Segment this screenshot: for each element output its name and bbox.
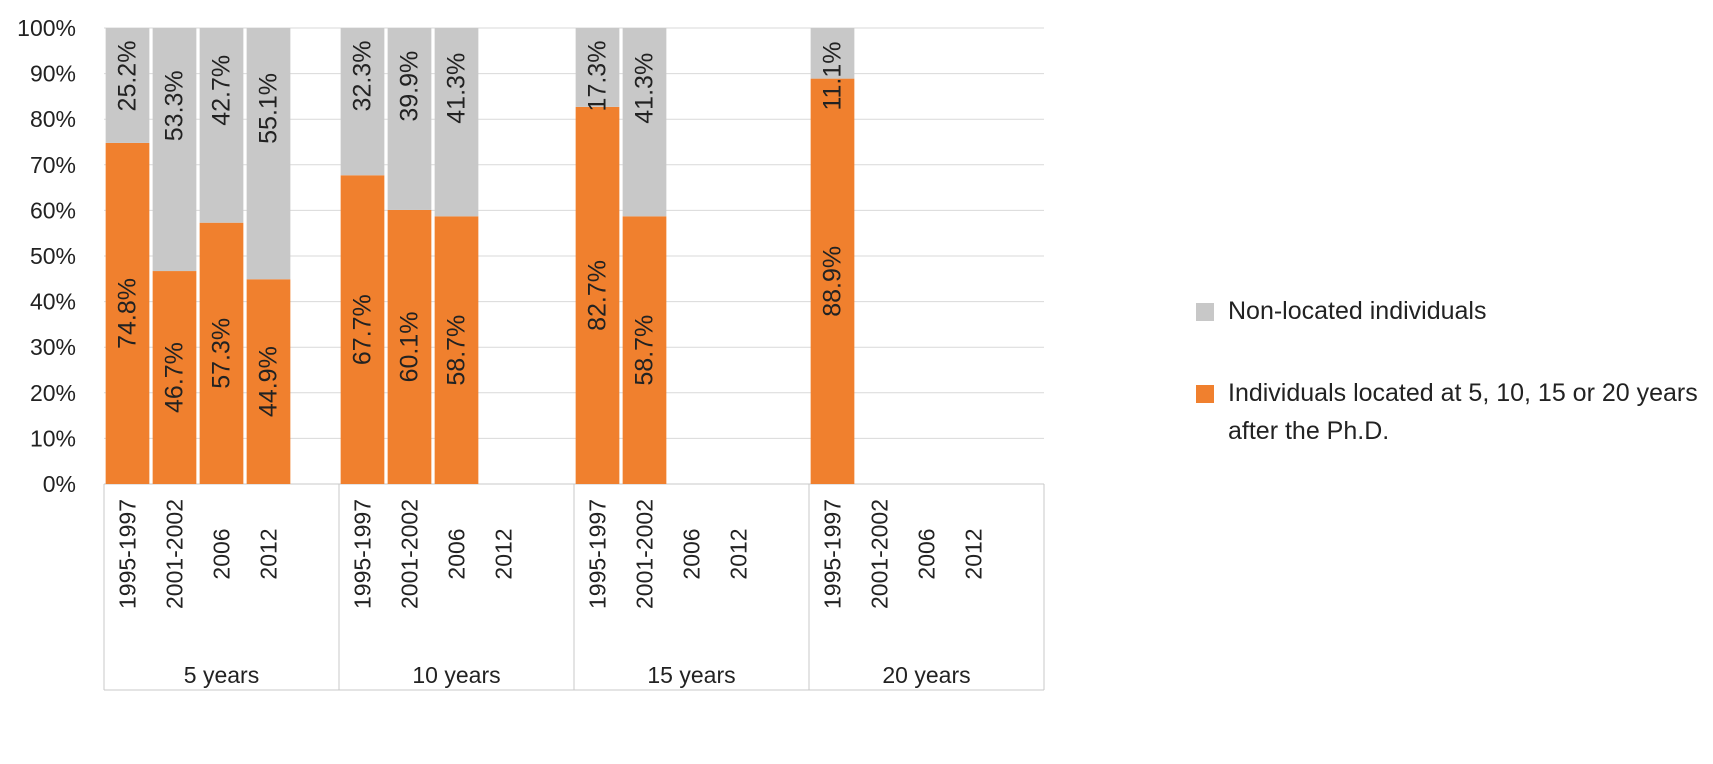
- bar-non-located: [575, 28, 620, 107]
- legend-label-located: Individuals located at 5, 10, 15 or 20 y…: [1228, 379, 1698, 445]
- bar-non-located: [152, 28, 197, 272]
- bar-located: [105, 142, 150, 485]
- bar-located: [152, 271, 197, 484]
- data-label-non-located: 41.3%: [631, 53, 659, 124]
- bar-located: [810, 78, 855, 484]
- data-label-non-located: 11.1%: [819, 41, 847, 110]
- bar-located: [340, 175, 385, 484]
- x-category-label: 2006: [209, 528, 235, 579]
- data-label-non-located: 55.1%: [255, 73, 283, 144]
- data-label-non-located: 39.9%: [396, 51, 424, 122]
- y-tick-label: 80%: [30, 106, 76, 132]
- x-category-label: 1995-1997: [585, 499, 611, 609]
- data-label-located: 67.7%: [349, 294, 377, 365]
- x-category-label: 2001-2002: [632, 499, 658, 609]
- data-label-non-located: 25.2%: [114, 41, 142, 112]
- legend-item-located: Individuals located at 5, 10, 15 or 20 y…: [1196, 374, 1713, 450]
- data-label-located: 58.7%: [631, 315, 659, 386]
- y-tick-label: 90%: [30, 61, 76, 87]
- y-tick-label: 70%: [30, 152, 76, 178]
- data-label-located: 60.1%: [396, 312, 424, 383]
- data-label-non-located: 32.3%: [349, 41, 377, 112]
- bar-located: [387, 209, 432, 484]
- x-group-label: 5 years: [184, 662, 259, 688]
- data-label-located: 46.7%: [161, 342, 189, 413]
- data-label-non-located: 42.7%: [208, 55, 236, 126]
- bar-located: [199, 222, 244, 484]
- chart-legend: Non-located individuals Individuals loca…: [1196, 292, 1713, 450]
- data-label-non-located: 17.3%: [584, 41, 612, 112]
- bar-non-located: [340, 28, 385, 176]
- y-tick-label: 50%: [30, 243, 76, 269]
- legend-swatch-located: [1196, 385, 1214, 403]
- data-label-located: 57.3%: [208, 318, 236, 389]
- y-tick-label: 0%: [43, 471, 76, 497]
- legend-label-non-located: Non-located individuals: [1228, 297, 1487, 325]
- x-group-label: 20 years: [882, 662, 970, 688]
- x-category-label: 2006: [914, 528, 940, 579]
- x-category-label: 2012: [961, 528, 987, 579]
- data-label-located: 44.9%: [255, 346, 283, 417]
- x-category-label: 2012: [256, 528, 282, 579]
- bar-non-located: [622, 28, 667, 217]
- data-label-located: 88.9%: [819, 246, 847, 317]
- bar-located: [575, 106, 620, 484]
- x-category-label: 2006: [679, 528, 705, 579]
- data-label-located: 74.8%: [114, 278, 142, 349]
- bar-non-located: [434, 28, 479, 217]
- x-category-label: 2001-2002: [867, 499, 893, 609]
- x-category-label: 2012: [726, 528, 752, 579]
- data-label-located: 82.7%: [584, 260, 612, 331]
- y-tick-label: 40%: [30, 289, 76, 315]
- legend-swatch-non-located: [1196, 303, 1214, 321]
- x-category-label: 1995-1997: [820, 499, 846, 609]
- y-tick-label: 30%: [30, 334, 76, 360]
- y-tick-label: 10%: [30, 425, 76, 451]
- data-label-located: 58.7%: [443, 315, 471, 386]
- y-tick-label: 60%: [30, 197, 76, 223]
- x-category-label: 1995-1997: [115, 499, 141, 609]
- legend-item-non-located: Non-located individuals: [1196, 292, 1713, 330]
- x-category-label: 2006: [444, 528, 470, 579]
- bar-non-located: [199, 28, 244, 223]
- y-tick-label: 100%: [17, 15, 76, 41]
- x-category-label: 2001-2002: [162, 499, 188, 609]
- bar-located: [622, 216, 667, 484]
- bar-located: [246, 279, 291, 484]
- x-category-label: 2012: [491, 528, 517, 579]
- bar-non-located: [105, 28, 150, 143]
- bar-non-located: [810, 28, 855, 79]
- bar-non-located: [246, 28, 291, 280]
- bar-non-located: [387, 28, 432, 210]
- bar-located: [434, 216, 479, 484]
- x-group-label: 15 years: [647, 662, 735, 688]
- x-category-label: 2001-2002: [397, 499, 423, 609]
- x-category-label: 1995-1997: [350, 499, 376, 609]
- data-label-non-located: 41.3%: [443, 53, 471, 124]
- x-group-label: 10 years: [412, 662, 500, 688]
- data-label-non-located: 53.3%: [161, 70, 189, 141]
- y-tick-label: 20%: [30, 380, 76, 406]
